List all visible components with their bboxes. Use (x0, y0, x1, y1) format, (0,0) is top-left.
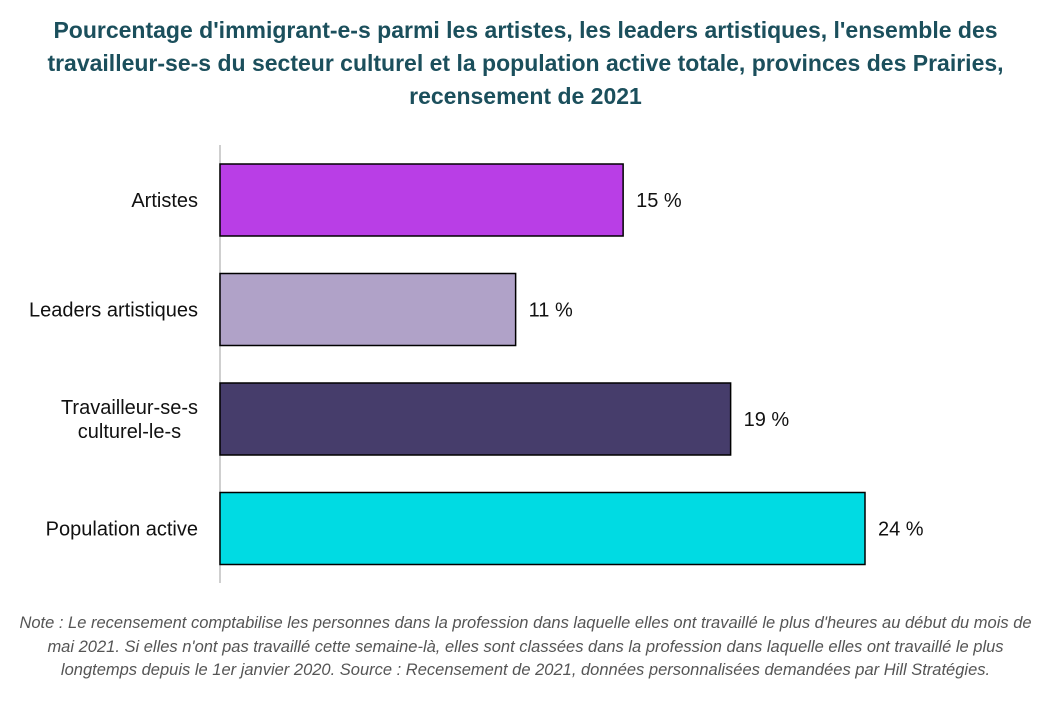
category-label-line: Travailleur-se-s (61, 397, 198, 419)
category-label-2: Travailleur-se-s culturel-le-s (61, 397, 198, 443)
category-label-1: Leaders artistiques (29, 300, 198, 322)
bar-2 (219, 382, 732, 456)
data-label-2: 19 % (744, 409, 790, 431)
data-label-1: 11 % (529, 300, 573, 322)
category-label-line: Population active (46, 519, 198, 541)
category-label-line: culturel-le-s (78, 421, 181, 443)
bar-3 (219, 491, 866, 566)
bar-1 (219, 272, 517, 347)
category-label-line: Artistes (131, 190, 198, 212)
category-label-line: Leaders artistiques (29, 300, 198, 322)
data-label-0: 15 % (636, 190, 682, 212)
chart-note: Note : Le recensement comptabilise les p… (19, 614, 1032, 679)
category-label-3: Population active (46, 519, 198, 541)
bar-0 (219, 163, 624, 237)
data-label-3: 24 % (878, 519, 924, 541)
chart-title: Pourcentage d'immigrant-e-s parmi les ar… (47, 17, 1004, 109)
bars-group: 15 % Artistes 11 % Leaders artistiques 19 % T… (29, 163, 924, 566)
category-label-0: Artistes (131, 190, 198, 212)
